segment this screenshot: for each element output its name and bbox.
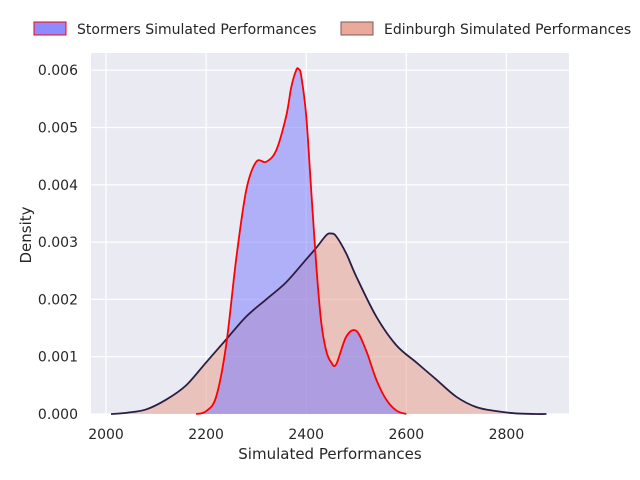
density-line-stormers: [195, 67, 407, 415]
legend-label-edinburgh: Edinburgh Simulated Performances: [384, 22, 631, 38]
y-tick-label: 0.005: [38, 120, 78, 136]
density-line-edinburgh: [110, 232, 547, 415]
x-axis-title: Simulated Performances: [238, 445, 422, 463]
density-fill-edinburgh: [111, 233, 547, 415]
y-tick-label: 0.001: [38, 350, 78, 366]
x-tick-label: 2000: [88, 427, 124, 443]
y-tick-label: 0.006: [38, 63, 78, 79]
y-tick-label: 0.002: [38, 292, 78, 308]
y-axis: 0.000 0.001 0.002 0.003 0.004 0.005 0.006: [38, 63, 78, 423]
legend: Stormers Simulated Performances Edinburg…: [33, 21, 631, 38]
x-tick-label: 2600: [389, 427, 425, 443]
x-tick-label: 2800: [489, 427, 525, 443]
legend-swatch-stormers: [33, 21, 67, 36]
y-axis-title: Density: [17, 206, 35, 263]
legend-swatch-edinburgh: [340, 21, 374, 36]
x-tick-label: 2200: [188, 427, 224, 443]
y-tick-label: 0.004: [38, 178, 78, 194]
legend-label-stormers: Stormers Simulated Performances: [77, 22, 316, 38]
series-layer: [110, 67, 547, 415]
y-tick-label: 0.003: [38, 235, 78, 251]
density-fill-stormers: [196, 68, 407, 414]
x-tick-label: 2400: [288, 427, 324, 443]
y-tick-label: 0.000: [38, 407, 78, 423]
x-axis: 2000 2200 2400 2600 2800: [88, 427, 524, 443]
